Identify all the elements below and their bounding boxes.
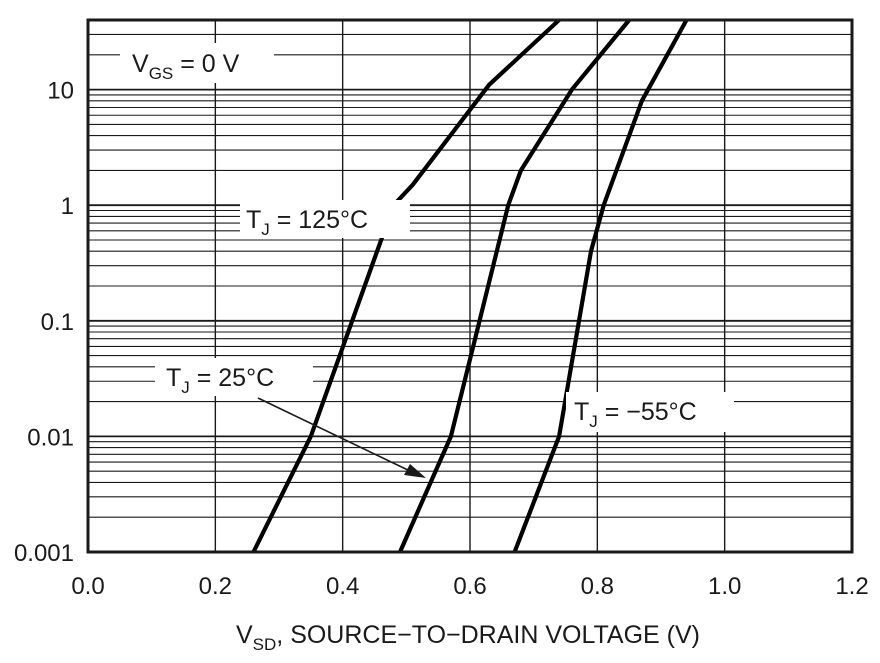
x-tick-labels: 0.0 0.2 0.4 0.6 0.8 1.0 1.2 xyxy=(71,573,868,600)
grid xyxy=(88,19,852,553)
annotation-tjm55-text: TJ = −55°C xyxy=(574,398,697,431)
y-tick-label: 0.01 xyxy=(27,424,74,451)
series-line-0 xyxy=(251,18,561,553)
y-tick-label: 1 xyxy=(61,193,74,220)
annotation-tj25-arrow xyxy=(257,397,426,478)
x-tick-label: 1.0 xyxy=(708,573,741,600)
series-layer xyxy=(251,18,689,553)
x-tick-label: 0.0 xyxy=(71,573,104,600)
x-tick-label: 1.2 xyxy=(835,573,868,600)
annotation-vgs-text: VGS = 0 V xyxy=(132,50,240,83)
annotation-tj25: TJ = 25°C xyxy=(155,358,313,397)
series-line-2 xyxy=(512,18,689,553)
annotation-tj125-text: TJ = 125°C xyxy=(246,206,368,239)
plot-frame xyxy=(86,18,854,554)
annotation-tj125: TJ = 125°C xyxy=(240,200,410,239)
x-tick-label: 0.2 xyxy=(199,573,232,600)
annotation-tjm55: TJ = −55°C xyxy=(566,392,734,432)
series-line-1 xyxy=(398,18,631,553)
x-axis-label: VSD, SOURCE−TO−DRAIN VOLTAGE (V) xyxy=(236,621,700,654)
y-tick-label: 10 xyxy=(47,78,74,105)
y-tick-label: 0.1 xyxy=(41,309,74,336)
annotation-tj125-bg xyxy=(240,200,410,238)
x-tick-label: 0.8 xyxy=(581,573,614,600)
annotation-tj25-bg xyxy=(155,358,313,396)
annotation-vgs: VGS = 0 V xyxy=(120,43,274,83)
annotation-tjm55-bg xyxy=(566,392,734,432)
y-tick-label: 0.001 xyxy=(14,540,74,567)
x-tick-label: 0.6 xyxy=(453,573,486,600)
annotation-tj25-text: TJ = 25°C xyxy=(166,364,274,397)
y-tick-labels: 0.001 0.01 0.1 1 10 xyxy=(14,78,74,567)
annotation-vgs-bg xyxy=(120,43,274,83)
x-tick-label: 0.4 xyxy=(326,573,359,600)
